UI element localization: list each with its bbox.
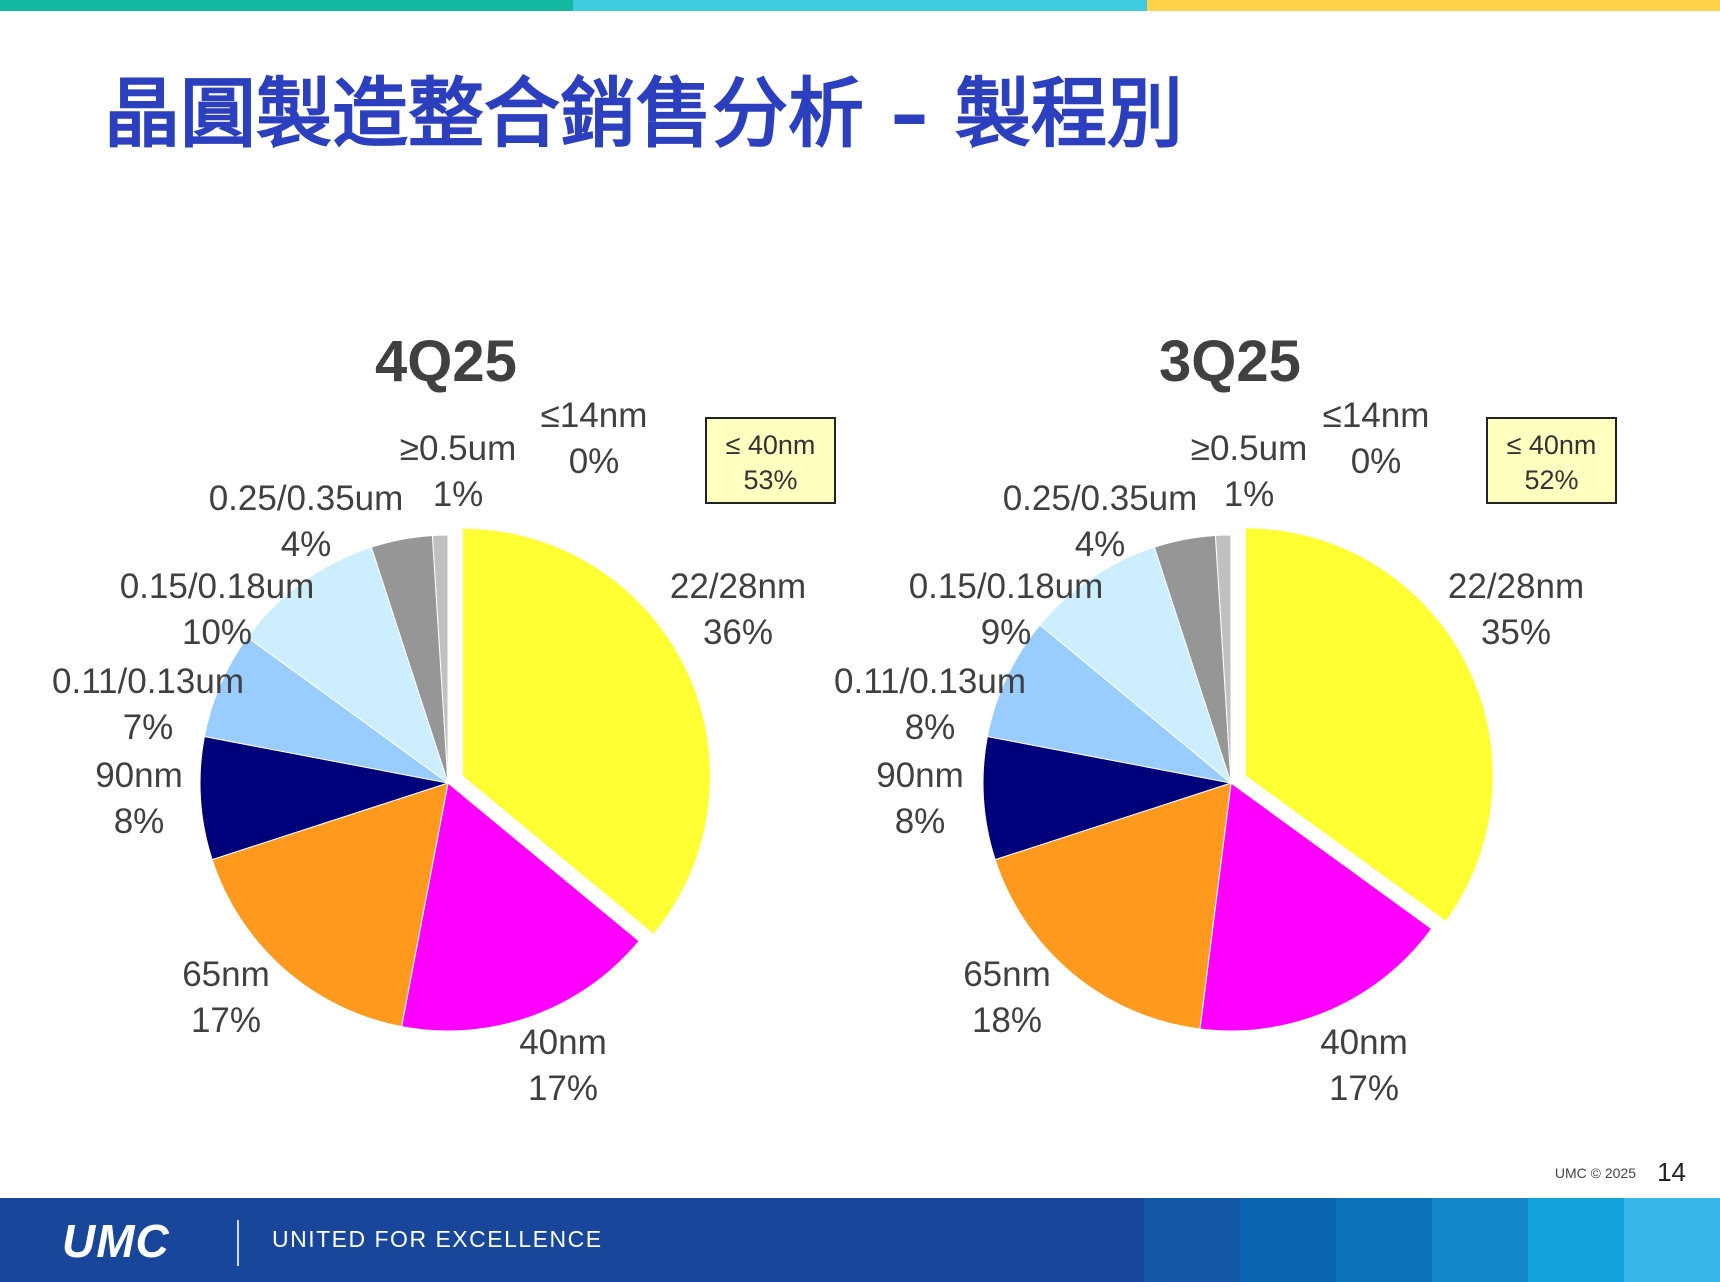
label-14nm-value: 0% (1350, 442, 1402, 481)
label-40nm-name: 40nm (519, 1023, 607, 1062)
label-0-15-0-18um-value: 9% (980, 613, 1032, 652)
label-0-5um: ≥0.5um 1% (1191, 426, 1307, 518)
label-14nm-name: ≤14nm (540, 396, 648, 435)
label-90nm-value: 8% (113, 802, 165, 841)
label-22-28nm-value: 36% (702, 613, 774, 652)
top-bar-segment-3 (1146, 0, 1720, 11)
label-14nm-name: ≤14nm (1322, 396, 1430, 435)
label-14nm: ≤14nm 0% (1323, 393, 1430, 485)
label-90nm-value: 8% (894, 802, 946, 841)
label-0-5um-name: ≥0.5um (399, 429, 517, 468)
label-65nm-value: 17% (190, 1001, 262, 1040)
label-0-11-0-13um: 0.11/0.13um 8% (834, 659, 1026, 751)
pie-slice-0-15-0-18um (1039, 546, 1233, 785)
top-bar-segment-1 (0, 0, 574, 11)
brand-slogan: UNITED FOR EXCELLENCE (272, 1226, 603, 1252)
label-14nm: ≤14nm 0% (541, 393, 648, 485)
label-90nm-name: 90nm (876, 756, 964, 795)
label-0-25-0-35um: 0.25/0.35um 4% (1003, 476, 1198, 568)
label-0-11-0-13um-value: 7% (122, 708, 174, 747)
brand-tiles (1144, 1198, 1720, 1282)
brand-tile (1336, 1198, 1432, 1282)
summary-label: ≤ 40nm (1506, 430, 1597, 460)
label-40nm: 40nm 17% (1320, 1020, 1408, 1112)
page-number: 14 (1657, 1157, 1686, 1187)
label-14nm-value: 0% (568, 442, 620, 481)
pie-chart-4q25: 4Q25 22/28nm 36% 40nm 17% 65nm 17% 90nm … (0, 0, 860, 1190)
label-0-25-0-35um-value: 4% (280, 525, 332, 564)
pie-chart-3q25-svg (982, 527, 1494, 1032)
brand-tile (1432, 1198, 1528, 1282)
pie-slice-22-28nm (461, 527, 711, 935)
label-0-11-0-13um-name: 0.11/0.13um (834, 662, 1026, 701)
label-0-5um-name: ≥0.5um (1190, 429, 1308, 468)
pie-slice-90nm (982, 735, 1232, 861)
label-22-28nm: 22/28nm 35% (1448, 564, 1584, 656)
label-40nm-name: 40nm (1320, 1023, 1408, 1062)
label-65nm: 65nm 17% (182, 952, 270, 1044)
label-0-5um-value: 1% (1223, 475, 1275, 514)
label-22-28nm-name: 22/28nm (1447, 567, 1585, 606)
label-0-15-0-18um: 0.15/0.18um 9% (909, 564, 1104, 656)
pie-slice-65nm (211, 782, 449, 1028)
pie-chart-4q25-svg (199, 527, 711, 1032)
label-0-11-0-13um: 0.11/0.13um 7% (52, 659, 244, 751)
label-0-11-0-13um-name: 0.11/0.13um (52, 662, 244, 701)
summary-box-4q25: ≤ 40nm 53% (705, 417, 836, 504)
logo-divider (237, 1220, 239, 1266)
label-0-15-0-18um: 0.15/0.18um 10% (120, 564, 315, 656)
label-22-28nm-name: 22/28nm (669, 567, 807, 606)
label-90nm: 90nm 8% (876, 753, 964, 845)
summary-value: 53% (743, 465, 798, 495)
footer-copyright: UMC © 2025 (1554, 1165, 1636, 1181)
label-0-5um: ≥0.5um 1% (400, 426, 516, 518)
slide-title: 晶圓製造整合銷售分析 – 製程別 (104, 69, 1183, 158)
summary-label: ≤ 40nm (725, 430, 816, 460)
pie-slice-0-11-0-13um (986, 624, 1232, 784)
label-22-28nm: 22/28nm 36% (670, 564, 806, 656)
summary-box-3q25: ≤ 40nm 52% (1486, 417, 1617, 504)
label-0-25-0-35um-name: 0.25/0.35um (1002, 479, 1198, 518)
label-0-15-0-18um-name: 0.15/0.18um (119, 567, 315, 606)
pie-slice-0-15-0-18um (246, 546, 449, 785)
top-color-bar (0, 0, 1720, 11)
pie-slice-40nm (400, 782, 640, 1032)
label-0-25-0-35um-value: 4% (1074, 525, 1126, 564)
pie-chart-3q25: 3Q25 22/28nm 35% 40nm 17% 65nm 18% 90nm … (834, 0, 1720, 1190)
brand-tile (1144, 1198, 1240, 1282)
bottom-brand-bar: UMC UNITED FOR EXCELLENCE (0, 1198, 1720, 1282)
label-40nm-value: 17% (527, 1069, 599, 1108)
label-65nm-name: 65nm (963, 955, 1051, 994)
pie-slice-90nm (199, 735, 449, 861)
label-65nm-value: 18% (971, 1001, 1043, 1040)
label-0-11-0-13um-value: 8% (904, 708, 956, 747)
chart-title-3q25: 3Q25 (1159, 329, 1301, 394)
label-0-25-0-35um-name: 0.25/0.35um (208, 479, 404, 518)
brand-tile (1624, 1198, 1720, 1282)
brand-tile (1240, 1198, 1336, 1282)
pie-slice-40nm (1199, 782, 1433, 1032)
label-40nm-value: 17% (1328, 1069, 1400, 1108)
label-65nm: 65nm 18% (963, 952, 1051, 1044)
label-22-28nm-value: 35% (1480, 613, 1552, 652)
label-0-15-0-18um-value: 10% (181, 613, 253, 652)
brand-tile (1528, 1198, 1624, 1282)
label-90nm: 90nm 8% (95, 753, 183, 845)
pie-slice-0-11-0-13um (203, 636, 449, 784)
top-bar-segment-2 (573, 0, 1147, 11)
summary-value: 52% (1524, 465, 1579, 495)
label-65nm-name: 65nm (182, 955, 270, 994)
chart-title-4q25: 4Q25 (375, 329, 517, 394)
pie-slice-22-28nm (1244, 527, 1494, 923)
label-40nm: 40nm 17% (519, 1020, 607, 1112)
label-0-15-0-18um-name: 0.15/0.18um (908, 567, 1104, 606)
label-90nm-name: 90nm (95, 756, 183, 795)
label-0-25-0-35um: 0.25/0.35um 4% (209, 476, 404, 568)
umc-logo: UMC (62, 1215, 170, 1267)
label-0-5um-value: 1% (432, 475, 484, 514)
pie-slice-65nm (994, 782, 1232, 1030)
